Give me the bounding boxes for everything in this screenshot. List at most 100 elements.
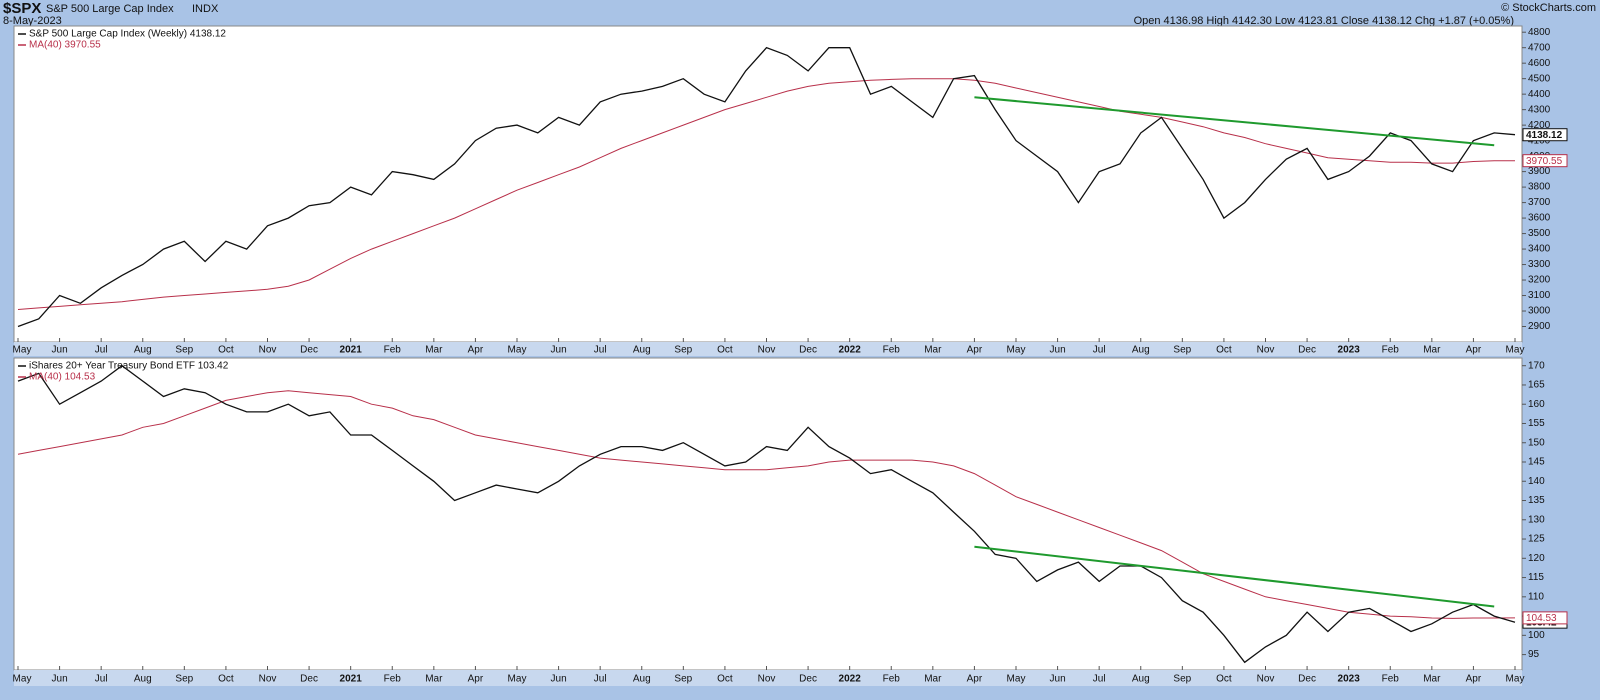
y-tick-label: 4200	[1528, 120, 1551, 131]
y-tick-label: 170	[1528, 360, 1545, 371]
x-tick-label: Sep	[175, 345, 193, 356]
y-tick-label: 4300	[1528, 104, 1551, 115]
x-tick-label: Nov	[259, 345, 277, 356]
x-tick-label: May	[1007, 674, 1026, 685]
x-tick-label: Apr	[967, 674, 983, 685]
y-tick-label: 3500	[1528, 228, 1551, 239]
legend-label: S&P 500 Large Cap Index (Weekly) 4138.12	[29, 29, 226, 40]
trendline	[974, 545, 1495, 608]
axis-strip	[14, 670, 1522, 686]
last-value: 4138.12	[1522, 128, 1568, 142]
x-tick-label: 2022	[839, 674, 862, 685]
x-tick-label: Sep	[674, 674, 692, 685]
x-tick-label: Oct	[1216, 674, 1232, 685]
y-tick-label: 3400	[1528, 244, 1551, 255]
x-tick-label: Dec	[799, 674, 817, 685]
x-tick-label: Dec	[799, 345, 817, 356]
x-tick-label: Mar	[924, 674, 942, 685]
x-tick-label: 2021	[340, 345, 363, 356]
y-tick-label: 3300	[1528, 259, 1551, 270]
x-tick-label: May	[508, 345, 527, 356]
x-tick-label: Sep	[1173, 674, 1191, 685]
x-tick-label: May	[1506, 345, 1525, 356]
x-tick-label: Apr	[967, 345, 983, 356]
trendline	[974, 96, 1495, 147]
last-value-box	[1522, 154, 1568, 168]
x-tick-label: Oct	[717, 345, 733, 356]
y-tick-label: 165	[1528, 380, 1545, 391]
x-tick-label: 2023	[1338, 345, 1361, 356]
x-tick-label: Feb	[384, 345, 402, 356]
x-tick-label: Oct	[717, 674, 733, 685]
plot-area	[13, 357, 1523, 671]
y-tick-label: 125	[1528, 534, 1545, 545]
y-tick-label: 4700	[1528, 42, 1551, 53]
x-tick-label: Sep	[1173, 345, 1191, 356]
plot-area	[13, 25, 1523, 343]
x-tick-label: Aug	[134, 674, 152, 685]
x-tick-label: Aug	[633, 345, 651, 356]
series-line	[17, 364, 1516, 664]
last-value: 3970.55	[1522, 154, 1568, 168]
legend-label: MA(40) 104.53	[29, 372, 96, 383]
y-tick-label: 3700	[1528, 197, 1551, 208]
y-tick-label: 155	[1528, 418, 1545, 429]
x-tick-label: 2022	[839, 345, 862, 356]
y-tick-label: 4600	[1528, 58, 1551, 69]
quote: Open 4136.98 High 4142.30 Low 4123.81 Cl…	[1134, 15, 1514, 27]
x-tick-label: May	[13, 674, 32, 685]
x-tick-label: May	[1506, 674, 1525, 685]
y-tick-label: 3100	[1528, 290, 1551, 301]
x-tick-label: Oct	[218, 674, 234, 685]
series-line	[17, 390, 1516, 619]
symbol: $SPX	[3, 0, 41, 17]
x-tick-label: Jun	[52, 345, 68, 356]
x-tick-label: Jul	[95, 674, 108, 685]
x-tick-label: Apr	[1466, 674, 1482, 685]
x-tick-label: Apr	[468, 674, 484, 685]
y-tick-label: 4800	[1528, 27, 1551, 38]
y-tick-label: 4500	[1528, 73, 1551, 84]
date: 8-May-2023	[3, 15, 62, 27]
exchange: INDX	[192, 3, 219, 15]
x-tick-label: Aug	[134, 345, 152, 356]
x-tick-label: Feb	[1382, 345, 1400, 356]
y-tick-label: 95	[1528, 649, 1540, 660]
last-value-label: 4138.12	[1526, 130, 1563, 141]
x-tick-label: Feb	[1382, 674, 1400, 685]
series-line	[17, 46, 1516, 328]
y-tick-label: 145	[1528, 457, 1545, 468]
x-tick-label: Dec	[1298, 674, 1316, 685]
x-tick-label: Jun	[551, 674, 567, 685]
last-value-box	[1522, 611, 1568, 625]
x-tick-label: Jun	[52, 674, 68, 685]
y-tick-label: 3600	[1528, 213, 1551, 224]
y-tick-label: 130	[1528, 514, 1545, 525]
x-tick-label: Jul	[1093, 674, 1106, 685]
x-tick-label: Jul	[594, 674, 607, 685]
x-tick-label: Dec	[1298, 345, 1316, 356]
x-tick-label: Nov	[758, 345, 776, 356]
y-tick-label: 160	[1528, 399, 1545, 410]
x-tick-label: Sep	[175, 674, 193, 685]
series-line	[17, 78, 1516, 310]
x-tick-label: Mar	[924, 345, 942, 356]
x-tick-label: Dec	[300, 674, 318, 685]
x-tick-label: Mar	[1423, 674, 1441, 685]
x-tick-label: Sep	[674, 345, 692, 356]
x-tick-label: Jul	[95, 345, 108, 356]
x-tick-label: Oct	[1216, 345, 1232, 356]
y-tick-label: 115	[1528, 572, 1544, 583]
x-tick-label: Jul	[1093, 345, 1106, 356]
x-tick-label: Nov	[1257, 674, 1275, 685]
x-tick-label: Jun	[1050, 674, 1066, 685]
x-tick-label: May	[13, 345, 32, 356]
last-value-label: 104.53	[1526, 613, 1557, 624]
index-name: S&P 500 Large Cap Index	[46, 3, 174, 15]
x-tick-label: Mar	[425, 345, 443, 356]
x-tick-label: Feb	[883, 674, 901, 685]
y-tick-label: 3900	[1528, 166, 1551, 177]
x-tick-label: May	[508, 674, 527, 685]
